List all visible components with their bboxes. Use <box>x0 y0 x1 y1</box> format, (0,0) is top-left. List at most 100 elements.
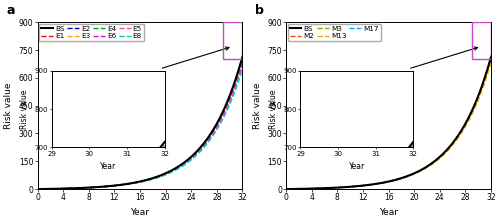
M17 <box>394 178 400 181</box>
M17 <box>382 181 388 184</box>
BS <box>382 181 388 184</box>
E4 <box>34 188 40 191</box>
E4 <box>146 179 152 181</box>
M2 <box>283 188 289 191</box>
M3 <box>451 141 457 144</box>
M17 <box>283 188 289 191</box>
E2 <box>156 175 162 177</box>
M2 <box>380 181 386 184</box>
BS <box>34 188 40 191</box>
E6 <box>133 181 139 184</box>
E4 <box>132 181 138 184</box>
Line: E1: E1 <box>38 58 242 189</box>
E2 <box>34 188 40 191</box>
BS <box>488 55 494 58</box>
M3 <box>394 178 400 181</box>
Text: a: a <box>7 4 16 17</box>
E3 <box>240 60 246 62</box>
Line: E4: E4 <box>38 62 242 189</box>
Line: E2: E2 <box>38 60 242 189</box>
M2 <box>394 178 400 181</box>
BS <box>146 178 152 181</box>
E4 <box>234 77 240 80</box>
E6 <box>146 179 152 181</box>
M3 <box>380 181 386 184</box>
Bar <box>223 22 242 59</box>
E2 <box>234 75 240 77</box>
E4 <box>133 181 139 184</box>
M2 <box>382 181 388 184</box>
E1 <box>240 57 246 60</box>
M3 <box>483 76 489 78</box>
M3 <box>405 175 411 178</box>
M17 <box>380 181 386 184</box>
BS <box>283 188 289 191</box>
E1 <box>34 188 40 191</box>
BS <box>132 181 138 184</box>
M2 <box>488 57 494 60</box>
M13 <box>382 181 388 184</box>
Line: M2: M2 <box>286 58 491 189</box>
E3 <box>202 141 208 144</box>
Line: M3: M3 <box>286 61 491 189</box>
E3 <box>133 181 139 184</box>
Legend: BS, M2, M3, M13, M17: BS, M2, M3, M13, M17 <box>288 24 380 41</box>
BS <box>234 72 240 75</box>
E4 <box>156 175 162 178</box>
E5 <box>234 80 240 83</box>
E8 <box>132 182 138 185</box>
BS <box>451 140 457 143</box>
Line: BS: BS <box>38 57 242 189</box>
E5 <box>202 143 208 146</box>
M13 <box>483 77 489 80</box>
M3 <box>283 188 289 191</box>
E8 <box>202 145 208 147</box>
E2 <box>202 141 208 144</box>
Legend: BS, E1, E2, E3, E4, E6, E5, E8: BS, E1, E2, E3, E4, E6, E5, E8 <box>39 24 144 41</box>
BS <box>405 175 411 177</box>
Line: BS: BS <box>286 57 491 189</box>
Y-axis label: Risk value: Risk value <box>4 82 13 129</box>
Y-axis label: Risk value: Risk value <box>253 82 262 129</box>
Line: E6: E6 <box>38 64 242 189</box>
E8 <box>156 176 162 178</box>
E3 <box>234 76 240 78</box>
E6 <box>34 188 40 191</box>
M13 <box>283 188 289 191</box>
M13 <box>380 181 386 184</box>
E5 <box>156 175 162 178</box>
E5 <box>146 179 152 181</box>
M17 <box>483 73 489 76</box>
E5 <box>240 65 246 67</box>
E6 <box>132 182 138 184</box>
M2 <box>483 74 489 76</box>
M3 <box>488 60 494 62</box>
BS <box>133 181 139 184</box>
E8 <box>240 68 246 71</box>
E6 <box>156 175 162 178</box>
X-axis label: Year: Year <box>379 208 398 217</box>
E6 <box>202 143 208 145</box>
X-axis label: Year: Year <box>130 208 150 217</box>
BS <box>394 178 400 181</box>
E8 <box>34 188 40 191</box>
M13 <box>488 61 494 64</box>
BS <box>483 72 489 75</box>
Text: b: b <box>256 4 264 17</box>
E8 <box>146 179 152 182</box>
E3 <box>132 181 138 184</box>
E1 <box>133 181 139 184</box>
E2 <box>146 178 152 181</box>
BS <box>380 181 386 184</box>
E3 <box>34 188 40 191</box>
E3 <box>146 178 152 181</box>
M3 <box>382 181 388 184</box>
M2 <box>405 175 411 177</box>
M17 <box>488 57 494 59</box>
E8 <box>234 83 240 86</box>
Bar <box>472 22 491 59</box>
E2 <box>132 181 138 184</box>
M13 <box>451 142 457 145</box>
Line: M17: M17 <box>286 58 491 189</box>
E1 <box>156 175 162 177</box>
